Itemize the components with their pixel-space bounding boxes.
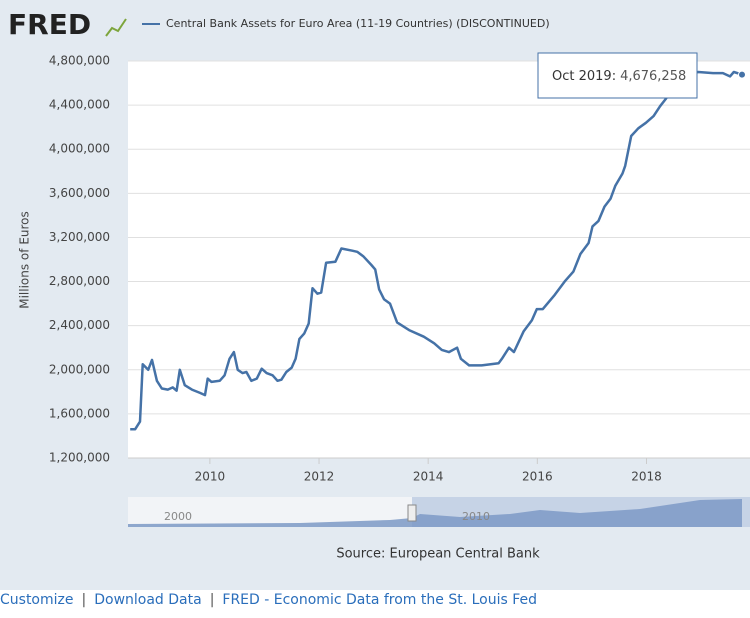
- footer-link[interactable]: Download Data: [94, 592, 202, 608]
- tooltip-date: Oct 2019:: [552, 69, 616, 84]
- tooltip-value: 4,676,258: [620, 69, 686, 84]
- footer-link[interactable]: FRED - Economic Data from the St. Louis …: [222, 592, 538, 608]
- x-tick-label: 2018: [631, 470, 662, 484]
- legend-label: Central Bank Assets for Euro Area (11-19…: [166, 17, 550, 30]
- y-tick-label: 2,000,000: [49, 362, 110, 376]
- y-tick-label: 3,200,000: [49, 230, 110, 244]
- x-tick-label: 2014: [413, 470, 444, 484]
- navigator-tick-label: 2010: [462, 510, 490, 523]
- navigator-area: [128, 499, 742, 527]
- y-tick-label: 1,600,000: [49, 406, 110, 420]
- y-tick-label: 2,400,000: [49, 318, 110, 332]
- tooltip-text: Oct 2019: 4,676,258: [552, 69, 686, 84]
- y-tick-label: 4,400,000: [49, 98, 110, 112]
- y-tick-label: 4,800,000: [49, 54, 110, 68]
- x-tick-label: 2012: [304, 470, 335, 484]
- footer: Customize | Download Data | FRED - Economic …: [0, 592, 538, 608]
- navigator-handle[interactable]: [407, 504, 417, 522]
- source: Source: European Central Bank: [336, 547, 540, 562]
- x-tick-label: 2016: [522, 470, 553, 484]
- chart: FRED Central Bank Assets for Euro Area (…: [0, 0, 750, 590]
- y-tick-label: 4,000,000: [49, 142, 110, 156]
- y-tick-label: 2,800,000: [49, 274, 110, 288]
- hover-marker: [738, 70, 746, 79]
- plot-area: [128, 61, 750, 458]
- x-tick-label: 2010: [195, 470, 226, 484]
- y-tick-label: 3,600,000: [49, 186, 110, 200]
- data-line: [130, 70, 743, 431]
- y-axis-label: Millions of Euros: [18, 211, 32, 309]
- y-tick-label: 1,200,000: [49, 451, 110, 465]
- logo-icon: [105, 18, 127, 37]
- footer-link[interactable]: Customize: [0, 592, 74, 608]
- logo: FRED: [8, 8, 91, 41]
- navigator: 2000 2010: [128, 497, 750, 527]
- navigator-tick-label: 2000: [164, 510, 192, 523]
- tooltip-box: [537, 52, 698, 99]
